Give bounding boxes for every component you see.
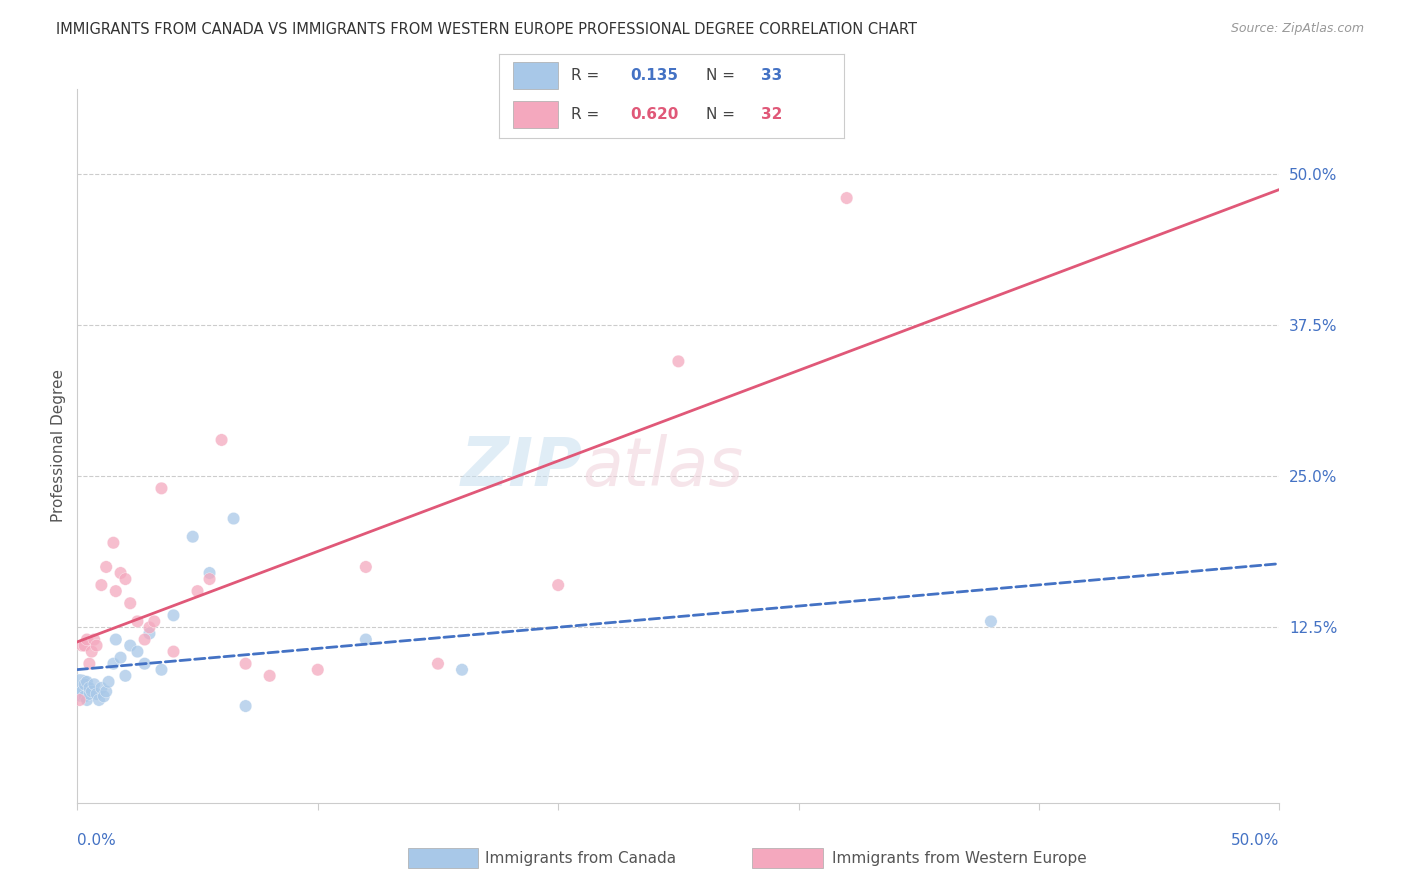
Point — [835, 191, 858, 205]
Point — [198, 572, 221, 586]
Point — [83, 632, 105, 647]
Point — [114, 572, 136, 586]
Point — [86, 639, 108, 653]
Point — [259, 669, 281, 683]
Text: 32: 32 — [761, 107, 782, 122]
Point — [104, 584, 127, 599]
Text: N =: N = — [706, 68, 740, 83]
Point — [127, 645, 149, 659]
Text: R =: R = — [571, 107, 605, 122]
Point — [70, 639, 93, 653]
Point — [93, 690, 115, 704]
Point — [76, 693, 98, 707]
Point — [104, 632, 127, 647]
Point — [80, 645, 103, 659]
Point — [73, 677, 96, 691]
Point — [73, 690, 96, 704]
Point — [69, 693, 91, 707]
Point — [143, 615, 166, 629]
Point — [980, 615, 1002, 629]
Point — [668, 354, 690, 368]
Bar — [513, 101, 558, 128]
Point — [235, 657, 257, 671]
Point — [222, 511, 245, 525]
Point — [427, 657, 450, 671]
Point — [187, 584, 209, 599]
Point — [96, 684, 118, 698]
Point — [150, 481, 173, 495]
Point — [127, 615, 149, 629]
Text: atlas: atlas — [582, 434, 744, 500]
Point — [138, 626, 160, 640]
Text: Immigrants from Western Europe: Immigrants from Western Europe — [832, 851, 1087, 865]
Point — [198, 566, 221, 580]
Point — [235, 699, 257, 714]
Point — [120, 639, 142, 653]
Point — [80, 684, 103, 698]
Point — [114, 669, 136, 683]
Text: Source: ZipAtlas.com: Source: ZipAtlas.com — [1230, 22, 1364, 36]
Text: 0.0%: 0.0% — [77, 833, 117, 848]
Point — [120, 596, 142, 610]
Point — [134, 657, 156, 671]
Point — [87, 693, 110, 707]
Point — [103, 535, 125, 549]
Point — [86, 687, 108, 701]
Point — [354, 632, 377, 647]
Bar — [513, 62, 558, 89]
Text: Immigrants from Canada: Immigrants from Canada — [485, 851, 676, 865]
Point — [162, 608, 184, 623]
Point — [69, 681, 91, 695]
Point — [150, 663, 173, 677]
Point — [211, 433, 233, 447]
Point — [181, 530, 204, 544]
Point — [79, 657, 101, 671]
Point — [354, 560, 377, 574]
Point — [73, 639, 96, 653]
Text: 50.0%: 50.0% — [1232, 833, 1279, 848]
Point — [162, 645, 184, 659]
Point — [134, 632, 156, 647]
Text: 33: 33 — [761, 68, 782, 83]
Point — [83, 677, 105, 691]
Point — [451, 663, 474, 677]
Point — [103, 657, 125, 671]
Point — [70, 684, 93, 698]
Point — [76, 674, 98, 689]
Text: R =: R = — [571, 68, 605, 83]
Point — [97, 674, 120, 689]
Text: N =: N = — [706, 107, 740, 122]
Point — [90, 681, 112, 695]
Y-axis label: Professional Degree: Professional Degree — [51, 369, 66, 523]
Point — [79, 681, 101, 695]
Point — [547, 578, 569, 592]
Text: 0.620: 0.620 — [630, 107, 679, 122]
Point — [110, 650, 132, 665]
Point — [110, 566, 132, 580]
Text: 0.135: 0.135 — [630, 68, 678, 83]
Text: ZIP: ZIP — [460, 434, 582, 500]
Point — [138, 620, 160, 634]
Point — [96, 560, 118, 574]
Point — [79, 687, 101, 701]
Point — [76, 632, 98, 647]
Text: IMMIGRANTS FROM CANADA VS IMMIGRANTS FROM WESTERN EUROPE PROFESSIONAL DEGREE COR: IMMIGRANTS FROM CANADA VS IMMIGRANTS FRO… — [56, 22, 917, 37]
Point — [90, 578, 112, 592]
Point — [307, 663, 329, 677]
